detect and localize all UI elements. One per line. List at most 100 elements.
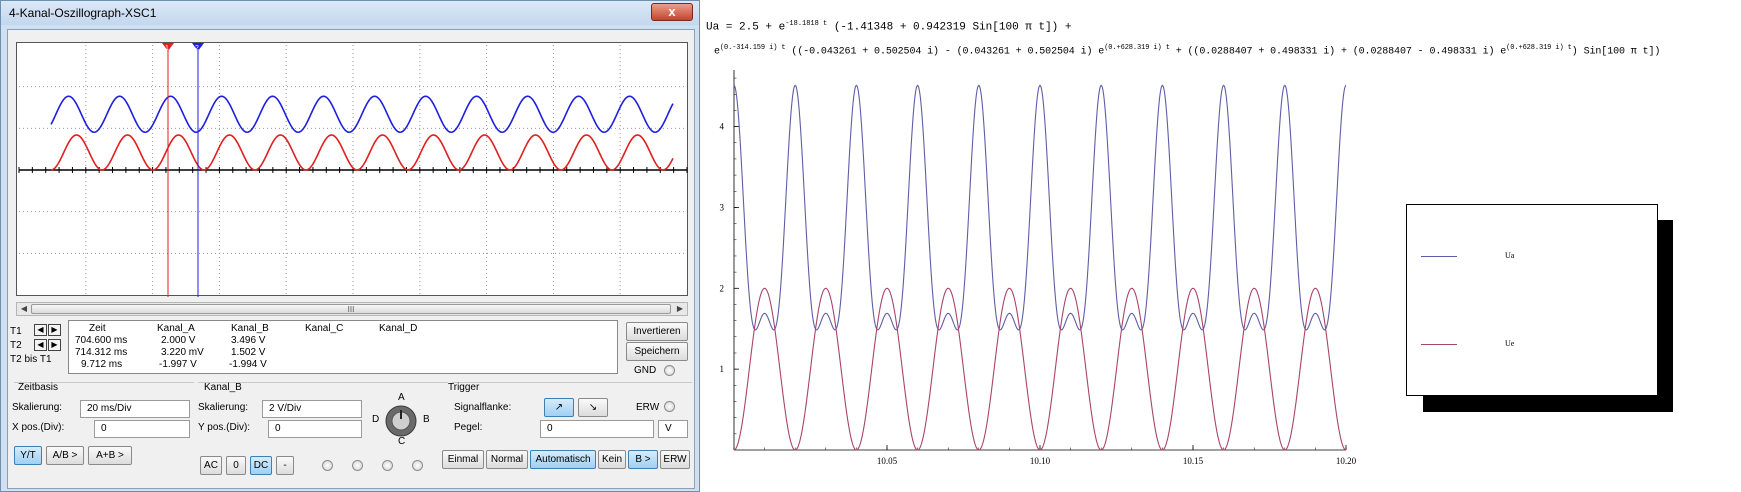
y-tick-label: 3 xyxy=(720,202,725,212)
cursor-t2-label: T2 xyxy=(10,340,22,351)
probe-radio-4[interactable] xyxy=(412,460,423,471)
t2-right-arrow-icon[interactable]: ▶ xyxy=(48,339,61,351)
ac-button[interactable]: AC xyxy=(200,456,222,475)
gnd-label: GND xyxy=(634,365,657,376)
t2-left-arrow-icon[interactable]: ◀ xyxy=(34,339,47,351)
edge-label: Signalflanke: xyxy=(454,402,512,413)
trigger-divider xyxy=(452,382,692,383)
legend-ua-swatch xyxy=(1421,256,1457,257)
trigger-erw-radio[interactable] xyxy=(664,401,675,412)
channel-selector-knob-icon[interactable] xyxy=(384,404,418,438)
header-kanal-b: Kanal_B xyxy=(231,323,269,334)
knob-label-a: A xyxy=(398,392,405,403)
kanal-b-scale-field[interactable]: 2 V/Div xyxy=(262,400,362,418)
t1-kanal-a: 2.000 V xyxy=(161,335,196,346)
t1-left-arrow-icon[interactable]: ◀ xyxy=(34,324,47,336)
scroll-left-arrow-icon[interactable]: ◀ xyxy=(20,304,28,313)
ypos-field[interactable]: 0 xyxy=(268,420,362,438)
eq2-exp3: (0.+628.319 i) t xyxy=(1506,44,1572,52)
plot-legend: Ua Ue xyxy=(1406,204,1658,396)
trigger-erw-label: ERW xyxy=(636,402,660,413)
x-tick-label: 10.10 xyxy=(1030,456,1051,466)
series-ua-line xyxy=(733,84,1347,331)
header-zeit: Zeit xyxy=(89,323,106,334)
x-tick-label: 10.20 xyxy=(1336,456,1357,466)
zero-button[interactable]: 0 xyxy=(226,456,246,475)
kein-button[interactable]: Kein xyxy=(598,450,626,469)
level-label: Pegel: xyxy=(454,422,483,433)
dc-button[interactable]: DC xyxy=(250,456,272,475)
diff-time: 9.712 ms xyxy=(81,359,123,370)
eq2-mid1: ((-0.043261 + 0.502504 i) - (0.043261 + … xyxy=(785,46,1105,58)
eq2-exp2: (0.+628.319 i) t xyxy=(1104,44,1170,52)
equation-line-1: Ua = 2.5 + e-18.1818 t (-1.41348 + 0.942… xyxy=(706,20,1071,34)
knob-label-d: D xyxy=(372,414,380,425)
voltage-plot: 1 2 3 4 10.05 10.10 10.15 10.20 xyxy=(720,70,1357,466)
level-unit-field[interactable]: V xyxy=(658,420,688,438)
kanal-b-scale-label: Skalierung: xyxy=(198,402,249,413)
x-tick-label: 10.05 xyxy=(877,456,898,466)
ypos-label: Y pos.(Div): xyxy=(198,422,251,433)
minus-button[interactable]: - xyxy=(276,456,294,475)
probe-radio-1[interactable] xyxy=(322,460,333,471)
t1-time: 704.600 ms xyxy=(75,335,128,346)
channel-a-trace xyxy=(50,134,674,171)
eq1-post: (-1.41348 + 0.942319 Sin[100 π t]) + xyxy=(827,21,1072,34)
eq2-mid2: + ((0.0288407 + 0.498331 i) + (0.0288407… xyxy=(1169,46,1507,58)
diff-kanal-b: -1.994 V xyxy=(229,359,267,370)
save-button[interactable]: Speichern xyxy=(626,342,688,361)
y-tick-label: 4 xyxy=(720,122,725,132)
trigger-title: Trigger xyxy=(448,382,480,393)
eq1-exp: -18.1818 t xyxy=(785,20,828,28)
cursor-t2-marker-icon xyxy=(192,43,204,51)
level-field[interactable]: 0 xyxy=(540,420,654,438)
scroll-thumb[interactable]: III xyxy=(31,304,671,314)
series-ue-line xyxy=(733,287,1347,451)
close-button[interactable]: x xyxy=(651,3,693,21)
eq2-end: ) Sin[100 π t]) xyxy=(1571,46,1661,58)
equation-line-2: e(0.-314.159 i) t ((-0.043261 + 0.502504… xyxy=(714,44,1660,57)
header-kanal-c: Kanal_C xyxy=(305,323,344,334)
t2-kanal-a: 3.220 mV xyxy=(161,347,204,358)
cursor-diff-label: T2 bis T1 xyxy=(10,354,52,365)
apb-button[interactable]: A+B > xyxy=(88,446,132,465)
header-kanal-d: Kanal_D xyxy=(379,323,418,334)
zeitbasis-title: Zeitbasis xyxy=(18,382,59,393)
invert-button[interactable]: Invertieren xyxy=(626,322,688,341)
legend-ue-label: Ue xyxy=(1505,339,1515,348)
header-kanal-a: Kanal_A xyxy=(157,323,195,334)
title-bar[interactable]: 4-Kanal-Oszillograph-XSC1 x xyxy=(1,1,699,25)
b-trigger-button[interactable]: B > xyxy=(628,450,658,469)
yt-button[interactable]: Y/T xyxy=(14,446,42,465)
legend-ua-label: Ua xyxy=(1505,251,1515,260)
rising-edge-icon[interactable]: ↗ xyxy=(544,398,574,417)
zeitbasis-scale-field[interactable]: 20 ms/Div xyxy=(80,400,190,418)
ab-button[interactable]: A/B > xyxy=(46,446,84,465)
time-scrollbar[interactable]: ◀ III ▶ xyxy=(16,302,688,316)
scroll-right-arrow-icon[interactable]: ▶ xyxy=(676,304,684,313)
y-tick-label: 2 xyxy=(720,283,725,293)
t1-right-arrow-icon[interactable]: ▶ xyxy=(48,324,61,336)
knob-label-c: C xyxy=(398,436,406,447)
kanal-b-divider xyxy=(198,382,448,383)
probe-radio-2[interactable] xyxy=(352,460,363,471)
zeitbasis-scale-label: Skalierung: xyxy=(12,402,63,413)
xpos-field[interactable]: 0 xyxy=(94,420,190,438)
erw-button[interactable]: ERW xyxy=(660,450,690,469)
gnd-radio[interactable] xyxy=(664,365,675,376)
einmal-button[interactable]: Einmal xyxy=(442,450,484,469)
falling-edge-icon[interactable]: ↘ xyxy=(578,398,608,417)
probe-radio-3[interactable] xyxy=(382,460,393,471)
xpos-label: X pos.(Div): xyxy=(12,422,65,433)
diff-kanal-a: -1.997 V xyxy=(159,359,197,370)
legend-ue-swatch xyxy=(1421,344,1457,345)
normal-button[interactable]: Normal xyxy=(486,450,528,469)
cursor-t1-marker-icon xyxy=(162,43,174,51)
t2-kanal-b: 1.502 V xyxy=(231,347,266,358)
t2-time: 714.312 ms xyxy=(75,347,128,358)
automatisch-button[interactable]: Automatisch xyxy=(530,450,596,469)
